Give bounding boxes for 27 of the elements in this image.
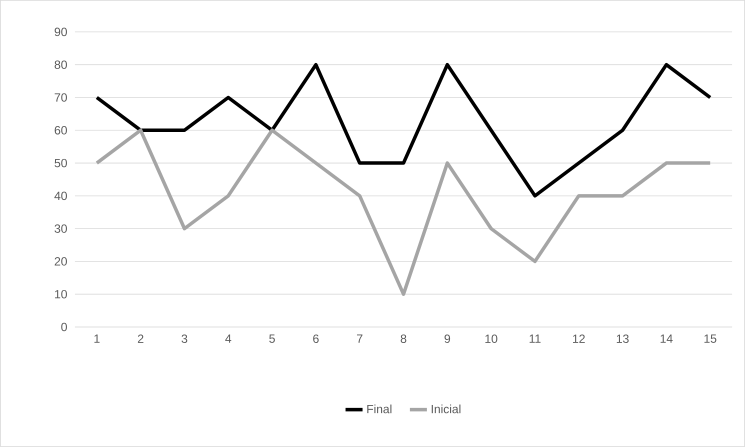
x-tick-label: 15 — [704, 334, 716, 343]
legend-label: Inicial — [432, 404, 460, 414]
y-tick-label: 30 — [54, 224, 67, 233]
x-tick-label: 1 — [94, 334, 100, 343]
x-tick-label: 2 — [138, 334, 144, 343]
y-tick-label: 90 — [54, 28, 67, 36]
y-tick-label: 20 — [54, 257, 67, 266]
y-tick-label: 50 — [54, 158, 67, 168]
y-tick-label: 0 — [61, 322, 67, 332]
x-tick-label: 11 — [530, 334, 541, 343]
x-tick-label: 4 — [225, 334, 232, 343]
y-tick-label: 70 — [54, 93, 67, 102]
x-tick-label: 8 — [400, 334, 406, 343]
x-tick-label: 10 — [485, 334, 498, 343]
y-tick-label: 80 — [54, 60, 67, 69]
y-tick-label: 40 — [54, 192, 67, 200]
x-tick-label: 5 — [269, 334, 275, 343]
x-tick-label: 12 — [573, 334, 585, 343]
x-tick-label: 3 — [182, 334, 188, 343]
y-tick-label: 60 — [54, 126, 67, 135]
legend-label: Final — [367, 404, 392, 414]
x-tick-label: 13 — [616, 334, 629, 343]
x-tick-label: 14 — [660, 334, 673, 343]
y-tick-label: 10 — [55, 290, 67, 298]
x-tick-label: 7 — [356, 334, 362, 343]
x-tick-label: 9 — [444, 334, 450, 343]
x-tick-label: 6 — [313, 334, 319, 343]
